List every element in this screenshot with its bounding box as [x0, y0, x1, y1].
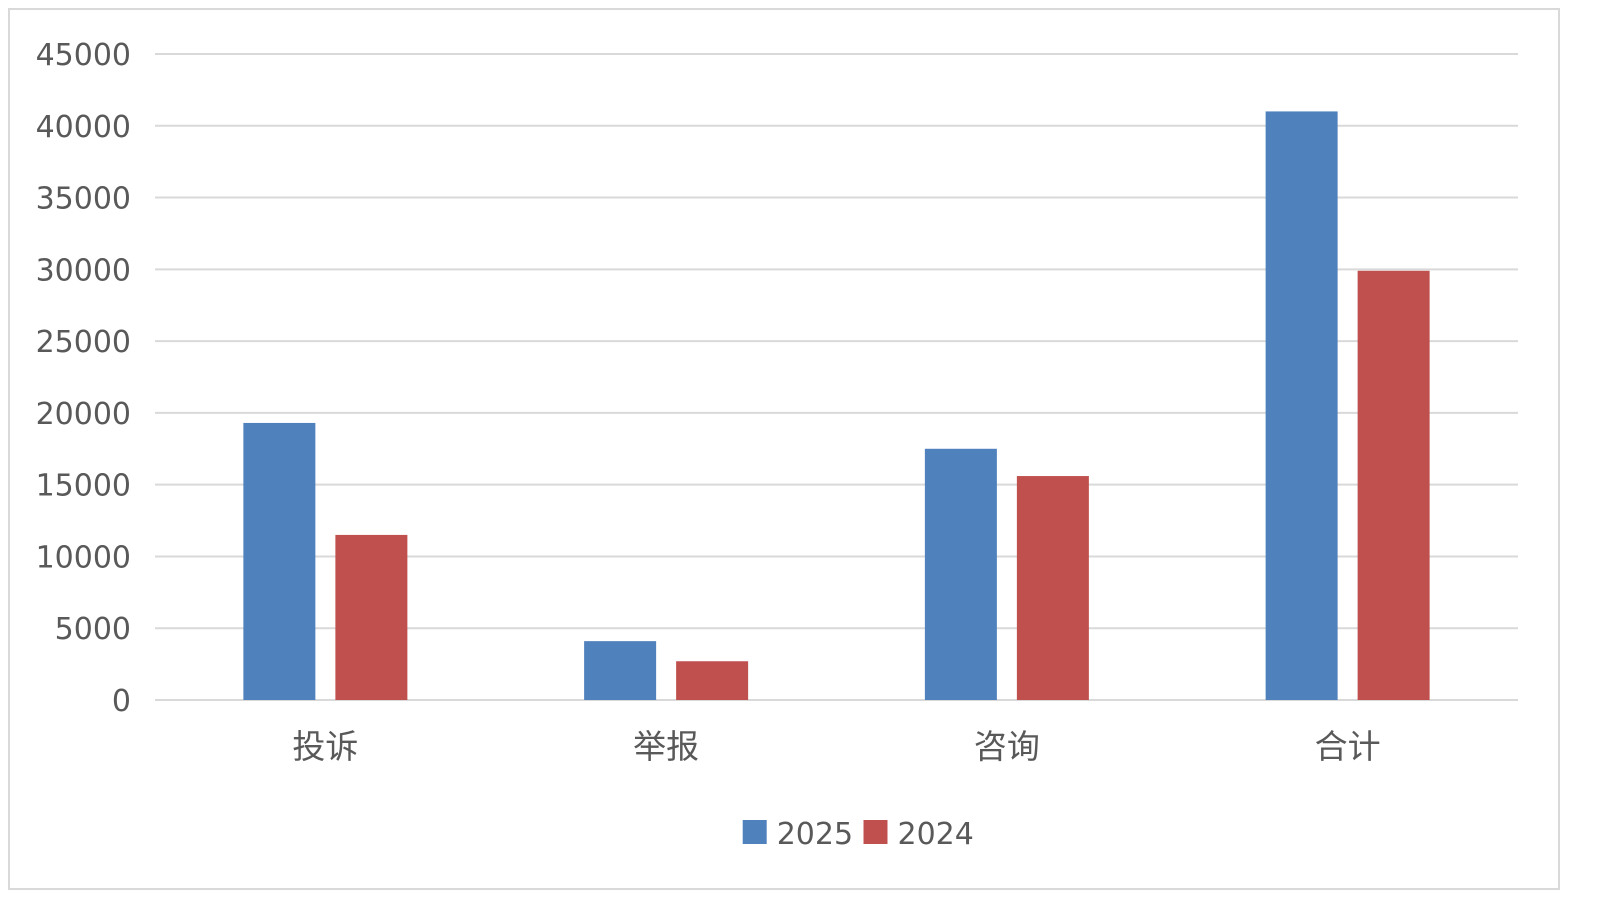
x-category-label: 咨询 — [974, 727, 1040, 766]
x-axis-categories: 投诉 举报 咨询 合计 — [292, 727, 1380, 766]
bar-2025-0 — [243, 422, 316, 700]
y-axis-ticks: 0 5000 10000 15000 20000 25000 30000 35000 40000… — [36, 38, 131, 719]
legend: 2025 2024 — [742, 817, 974, 852]
y-tick-label: 0 — [112, 684, 131, 719]
y-tick-label: 45000 — [36, 38, 131, 73]
y-tick-label: 20000 — [36, 397, 131, 432]
bars — [243, 111, 1430, 700]
y-tick-label: 5000 — [55, 612, 131, 647]
y-tick-label: 10000 — [36, 540, 131, 575]
bar-2024-0 — [335, 534, 408, 700]
bar-2025-3 — [1265, 111, 1338, 700]
x-category-label: 投诉 — [292, 727, 358, 766]
x-category-label: 合计 — [1315, 727, 1381, 766]
legend-label-2024: 2024 — [898, 817, 974, 852]
y-tick-label: 40000 — [36, 110, 131, 145]
bar-2024-1 — [676, 661, 749, 700]
bar-2024-3 — [1357, 270, 1430, 700]
bar-2025-2 — [924, 448, 997, 700]
y-tick-label: 25000 — [36, 325, 131, 360]
x-category-label: 举报 — [633, 727, 699, 766]
bar-2024-2 — [1016, 476, 1089, 700]
legend-swatch-2024 — [863, 820, 888, 844]
legend-label-2025: 2025 — [777, 817, 853, 852]
legend-swatch-2025 — [742, 820, 767, 844]
y-tick-label: 30000 — [36, 253, 131, 288]
bar-2025-1 — [584, 641, 657, 700]
y-tick-label: 15000 — [36, 469, 131, 504]
y-tick-label: 35000 — [36, 182, 131, 217]
